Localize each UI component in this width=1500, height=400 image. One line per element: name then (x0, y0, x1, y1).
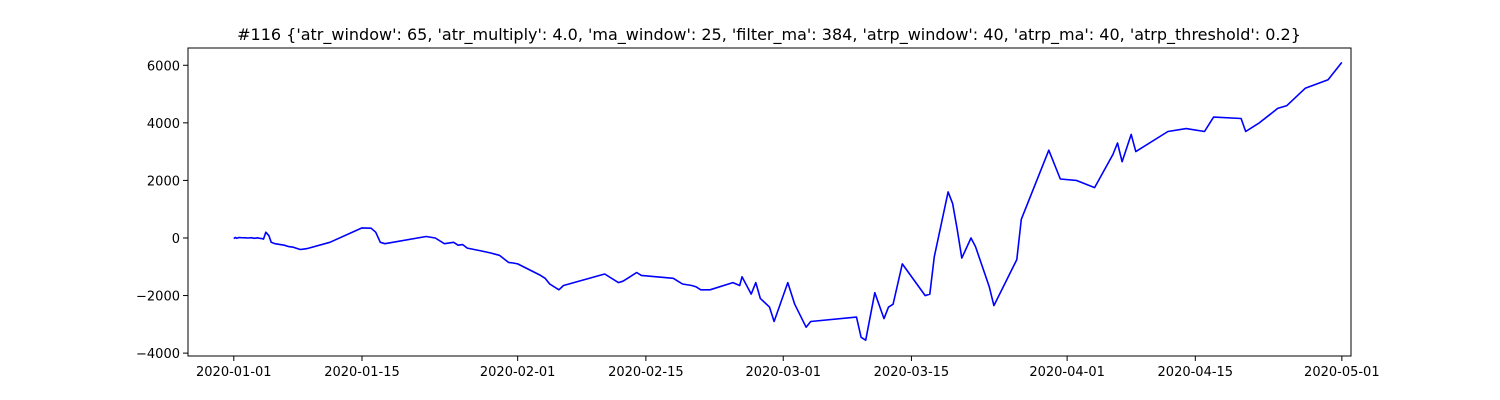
x-tick-label: 2020-01-15 (324, 365, 400, 380)
plot-frame (187, 47, 1352, 357)
y-tick-label: −4000 (136, 347, 180, 362)
x-tick-label: 2020-04-15 (1158, 365, 1234, 380)
series-line (233, 61, 1343, 342)
x-tick-label: 2020-05-01 (1304, 365, 1380, 380)
chart-title: #116 {'atr_window': 65, 'atr_multiply': … (237, 25, 1301, 45)
plot-series (233, 61, 1343, 342)
x-tick-label: 2020-03-15 (874, 365, 950, 380)
x-tick-label: 2020-01-01 (196, 365, 272, 380)
x-tick-label: 2020-02-15 (608, 365, 684, 380)
y-axis: −4000 −2000 0 2000 4000 6000 (136, 59, 188, 362)
x-tick-label: 2020-04-01 (1029, 365, 1105, 380)
x-axis: 2020-01-01 2020-01-15 2020-02-01 2020-02-15… (196, 356, 1380, 380)
y-tick-label: −2000 (136, 290, 180, 305)
y-tick-label: 4000 (147, 117, 180, 132)
y-tick-label: 2000 (147, 174, 180, 189)
x-tick-label: 2020-02-01 (480, 365, 556, 380)
y-tick-label: 0 (172, 232, 180, 247)
y-tick-label: 6000 (147, 59, 180, 74)
x-tick-label: 2020-03-01 (745, 365, 821, 380)
